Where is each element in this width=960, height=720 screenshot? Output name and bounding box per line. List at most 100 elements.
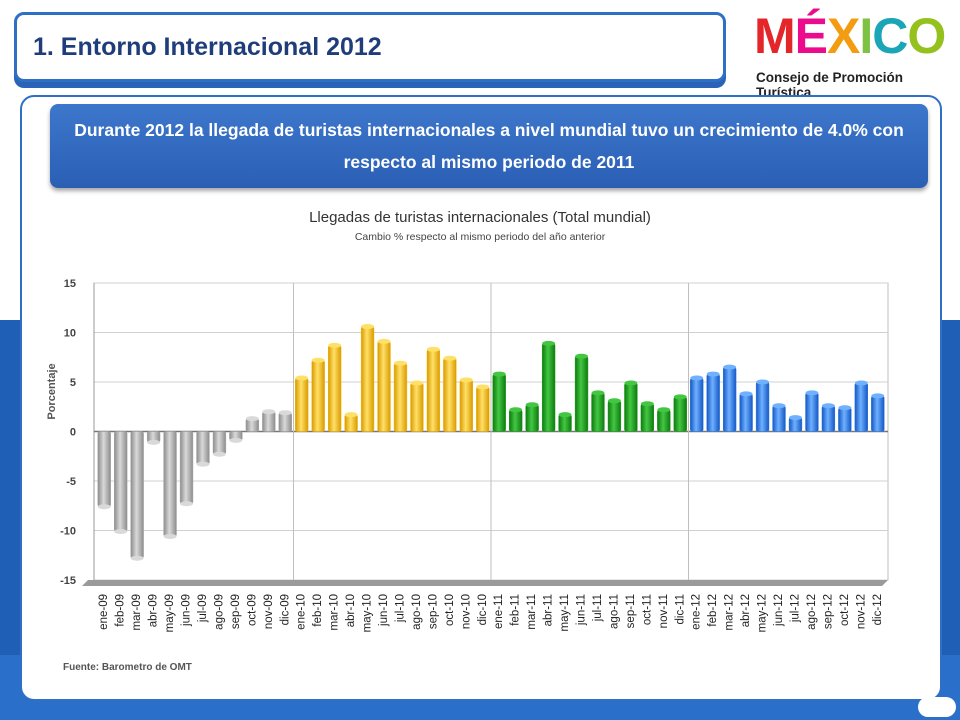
corner-pill [918, 697, 956, 717]
bar-cap [854, 380, 868, 386]
x-tick-label: abr-09 [148, 594, 160, 627]
bar [459, 379, 473, 432]
bar [212, 431, 227, 455]
bar [114, 431, 128, 532]
bar-cap [640, 401, 654, 407]
bar [443, 357, 457, 432]
x-tick-label: ago-10 [411, 594, 423, 630]
x-tick-label: mar-10 [329, 594, 341, 630]
x-tick-label: jun-10 [378, 594, 390, 627]
x-tick-label: nov-09 [263, 594, 275, 629]
x-tick-label: oct-09 [246, 594, 258, 626]
bar [410, 382, 424, 432]
x-tick-label: mar-11 [526, 594, 538, 630]
bar-cap [525, 402, 539, 408]
bar [541, 343, 556, 432]
y-axis-label: Porcentaje [46, 363, 58, 419]
bar-cap [673, 394, 687, 400]
bar-cap [361, 324, 374, 330]
bar-cap [130, 555, 144, 561]
bar [854, 382, 868, 432]
y-tick-label: 0 [70, 427, 76, 439]
chart-subtitle: Cambio % respecto al mismo periodo del a… [354, 231, 606, 243]
bar [163, 431, 177, 537]
page-title: 1. Entorno Internacional 2012 [33, 32, 382, 61]
bar [509, 409, 523, 432]
bar-cap [97, 504, 111, 510]
x-tick-label: nov-11 [658, 594, 670, 628]
x-tick-label: sep-12 [822, 594, 834, 629]
y-tick-label: 15 [64, 278, 76, 290]
x-tick-label: ene-12 [691, 594, 703, 630]
x-tick-label: dic-12 [872, 594, 884, 625]
bar [492, 373, 506, 432]
bar-cap [575, 353, 588, 359]
bar-cap [821, 403, 835, 409]
bar [476, 386, 490, 432]
bar [278, 412, 292, 432]
x-tick-label: jul-12 [789, 594, 801, 623]
bar-cap [426, 346, 440, 352]
bar-cap [591, 390, 605, 396]
bar-cap [871, 393, 885, 399]
bar-cap [509, 407, 523, 413]
x-tick-label: sep-10 [427, 594, 439, 629]
bar [426, 349, 441, 432]
bar-cap [772, 403, 786, 409]
bar-cap [805, 390, 819, 396]
bar [591, 392, 605, 432]
bar-cap [723, 364, 737, 370]
bar [838, 407, 852, 432]
x-tick-label: nov-10 [460, 594, 472, 629]
bar-cap [542, 340, 556, 346]
bar [805, 392, 819, 432]
bar [311, 359, 325, 432]
bar-cap [245, 416, 259, 422]
x-tick-label: mar-09 [131, 594, 143, 630]
y-tick-label: -10 [60, 526, 76, 538]
x-tick-label: jul-09 [197, 594, 209, 623]
bar [624, 382, 638, 432]
bar-cap [690, 375, 704, 381]
bar-cap [624, 380, 638, 386]
x-tick-label: abr-11 [543, 594, 555, 626]
x-tick-label: feb-09 [115, 594, 127, 627]
bar [377, 341, 391, 432]
bar [871, 395, 885, 432]
bar [755, 381, 770, 432]
x-tick-label: feb-12 [707, 594, 719, 627]
x-tick-label: oct-12 [839, 594, 851, 626]
x-tick-label: feb-11 [510, 594, 522, 626]
bar [196, 431, 210, 465]
x-tick-label: ene-10 [296, 594, 308, 630]
bar-cap [311, 357, 325, 363]
chart-title: Llegadas de turistas internacionales (To… [309, 209, 651, 226]
x-tick-label: ene-11 [493, 594, 505, 629]
bar-cap [278, 410, 292, 416]
x-tick-label: dic-11 [674, 594, 686, 624]
bar-cap [229, 437, 243, 443]
bar [706, 373, 720, 432]
x-tick-label: mar-12 [724, 594, 736, 630]
bar-cap [114, 528, 128, 534]
bar-cap [377, 338, 391, 344]
x-tick-label: ago-09 [213, 594, 225, 630]
bar-cap [163, 533, 177, 539]
x-tick-label: sep-11 [625, 594, 637, 628]
x-tick-label: oct-10 [444, 594, 456, 626]
bar [739, 393, 753, 432]
x-tick-label: may-10 [362, 594, 374, 632]
x-tick-label: abr-12 [740, 594, 752, 627]
bar [640, 403, 655, 432]
x-tick-label: jun-11 [576, 594, 588, 626]
bar-cap [476, 384, 490, 390]
x-tick-label: sep-09 [230, 594, 242, 629]
bar [130, 431, 144, 559]
x-tick-label: oct-11 [641, 594, 653, 625]
bar-cap [344, 412, 358, 418]
y-tick-label: -15 [60, 575, 76, 587]
bar [821, 405, 836, 432]
bar-cap [196, 461, 210, 467]
bar [179, 431, 194, 505]
